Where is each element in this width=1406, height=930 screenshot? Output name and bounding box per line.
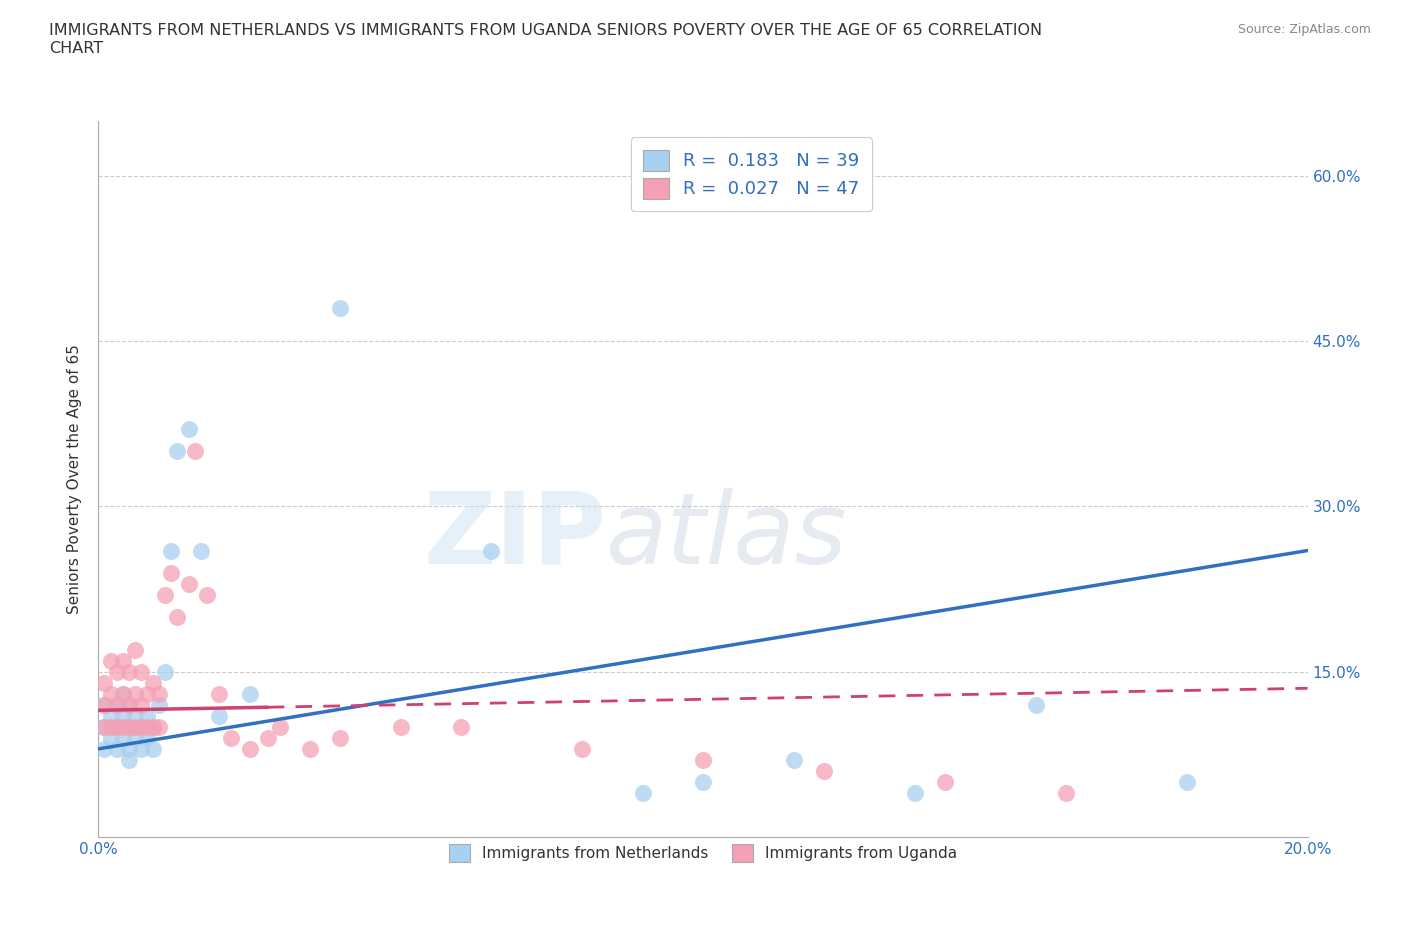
Point xyxy=(783,752,806,767)
Text: Source: ZipAtlas.com: Source: ZipAtlas.com xyxy=(1237,23,1371,36)
Point xyxy=(93,675,115,690)
Point xyxy=(105,698,128,712)
Point xyxy=(124,709,146,724)
Point xyxy=(105,741,128,756)
Point xyxy=(221,730,243,745)
Point xyxy=(124,643,146,658)
Point xyxy=(179,422,201,437)
Point xyxy=(124,730,146,745)
Point xyxy=(142,720,165,735)
Point xyxy=(111,686,134,701)
Point xyxy=(118,720,141,735)
Point xyxy=(105,698,128,712)
Point xyxy=(904,786,927,801)
Y-axis label: Seniors Poverty Over the Age of 65: Seniors Poverty Over the Age of 65 xyxy=(67,344,83,614)
Point xyxy=(1175,775,1198,790)
Point xyxy=(1024,698,1046,712)
Point xyxy=(184,444,207,458)
Point xyxy=(813,764,835,778)
Point xyxy=(111,730,134,745)
Point xyxy=(208,709,231,724)
Point xyxy=(118,720,141,735)
Point xyxy=(118,664,141,679)
Point xyxy=(111,686,134,701)
Point xyxy=(142,741,165,756)
Point xyxy=(142,720,165,735)
Point xyxy=(135,709,157,724)
Point xyxy=(256,730,278,745)
Point xyxy=(93,698,115,712)
Point xyxy=(160,565,183,580)
Point xyxy=(934,775,956,790)
Point xyxy=(118,752,141,767)
Point xyxy=(100,653,122,668)
Point xyxy=(269,720,291,735)
Point xyxy=(93,720,115,735)
Point xyxy=(208,686,231,701)
Point xyxy=(93,698,115,712)
Point xyxy=(129,698,152,712)
Point xyxy=(118,698,141,712)
Point xyxy=(389,720,412,735)
Point xyxy=(329,730,352,745)
Point xyxy=(129,664,152,679)
Point xyxy=(118,741,141,756)
Point xyxy=(166,609,188,624)
Point xyxy=(111,720,134,735)
Point xyxy=(129,720,152,735)
Point xyxy=(105,664,128,679)
Point xyxy=(239,741,262,756)
Point xyxy=(153,587,176,602)
Point xyxy=(129,741,152,756)
Point xyxy=(1054,786,1077,801)
Point xyxy=(153,664,176,679)
Text: IMMIGRANTS FROM NETHERLANDS VS IMMIGRANTS FROM UGANDA SENIORS POVERTY OVER THE A: IMMIGRANTS FROM NETHERLANDS VS IMMIGRANT… xyxy=(49,23,1042,56)
Point xyxy=(100,730,122,745)
Point xyxy=(135,720,157,735)
Point xyxy=(135,730,157,745)
Point xyxy=(148,720,170,735)
Text: atlas: atlas xyxy=(606,487,848,585)
Point xyxy=(124,720,146,735)
Point xyxy=(166,444,188,458)
Point xyxy=(93,720,115,735)
Point xyxy=(179,577,201,591)
Point xyxy=(160,543,183,558)
Point xyxy=(100,709,122,724)
Point xyxy=(239,686,262,701)
Legend: Immigrants from Netherlands, Immigrants from Uganda: Immigrants from Netherlands, Immigrants … xyxy=(439,833,967,872)
Point xyxy=(195,587,218,602)
Point xyxy=(692,752,714,767)
Point xyxy=(571,741,593,756)
Point xyxy=(631,786,654,801)
Point xyxy=(481,543,503,558)
Point xyxy=(93,741,115,756)
Point xyxy=(148,698,170,712)
Point xyxy=(142,675,165,690)
Point xyxy=(124,686,146,701)
Text: ZIP: ZIP xyxy=(423,487,606,585)
Point xyxy=(105,720,128,735)
Point xyxy=(450,720,472,735)
Point xyxy=(329,300,352,315)
Point xyxy=(100,720,122,735)
Point xyxy=(105,720,128,735)
Point xyxy=(148,686,170,701)
Point xyxy=(299,741,322,756)
Point xyxy=(111,709,134,724)
Point xyxy=(118,698,141,712)
Point xyxy=(692,775,714,790)
Point xyxy=(190,543,212,558)
Point xyxy=(111,653,134,668)
Point xyxy=(100,686,122,701)
Point xyxy=(135,686,157,701)
Point xyxy=(129,720,152,735)
